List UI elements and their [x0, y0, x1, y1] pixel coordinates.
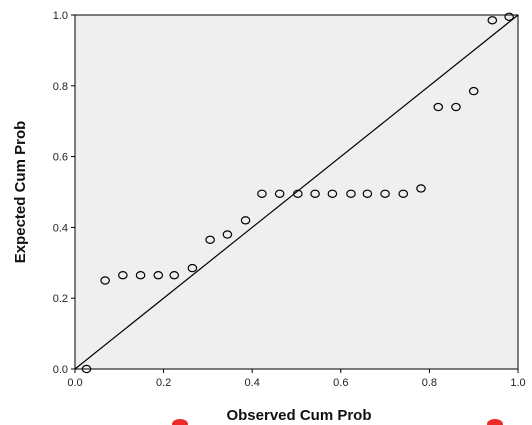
y-axis-ticks: 0.0 0.2 0.4 0.6 0.8 1.0	[53, 10, 75, 376]
data-point	[310, 189, 320, 198]
y-tick-label: 1.0	[53, 10, 68, 22]
data-point	[380, 189, 390, 198]
x-tick-label: 1.0	[510, 377, 525, 389]
x-axis-label: Observed Cum Prob	[226, 407, 371, 424]
x-axis-ticks: 0.0 0.2 0.4 0.6 0.8 1.0	[67, 369, 526, 389]
data-point	[398, 189, 409, 198]
data-point	[222, 230, 233, 239]
data-point	[346, 189, 356, 198]
y-tick-label: 0.2	[53, 293, 68, 305]
data-point	[327, 189, 338, 198]
x-tick-label: 0.6	[333, 377, 348, 389]
y-tick-label: 0.0	[53, 364, 68, 376]
data-point	[81, 364, 92, 374]
data-points	[81, 12, 514, 374]
data-point	[118, 270, 128, 280]
data-point	[468, 86, 479, 96]
reference-line	[74, 14, 519, 370]
data-point	[433, 102, 444, 112]
data-point	[240, 216, 251, 225]
marker-clip-right	[487, 419, 503, 425]
y-tick-label: 0.4	[53, 222, 68, 234]
x-tick-label: 0.0	[67, 377, 82, 389]
x-tick-label: 0.4	[245, 377, 260, 389]
y-tick-label: 0.6	[53, 152, 68, 164]
data-point	[416, 184, 426, 193]
data-point	[257, 189, 267, 198]
data-point	[362, 189, 373, 198]
data-point	[451, 102, 461, 112]
data-point	[293, 189, 303, 198]
data-point	[487, 16, 498, 25]
data-point	[274, 189, 285, 198]
x-tick-label: 0.2	[156, 377, 171, 389]
data-point	[205, 235, 215, 244]
marker-clip-left	[172, 419, 188, 425]
y-tick-label: 0.8	[53, 81, 68, 93]
x-tick-label: 0.8	[422, 377, 437, 389]
data-point	[504, 12, 514, 21]
data-point	[135, 270, 146, 280]
reference-line-group	[74, 14, 519, 370]
data-point	[100, 276, 110, 285]
data-point	[187, 263, 198, 273]
data-point	[153, 270, 164, 280]
data-point	[169, 270, 180, 280]
y-axis-label: Expected Cum Prob	[12, 121, 29, 264]
